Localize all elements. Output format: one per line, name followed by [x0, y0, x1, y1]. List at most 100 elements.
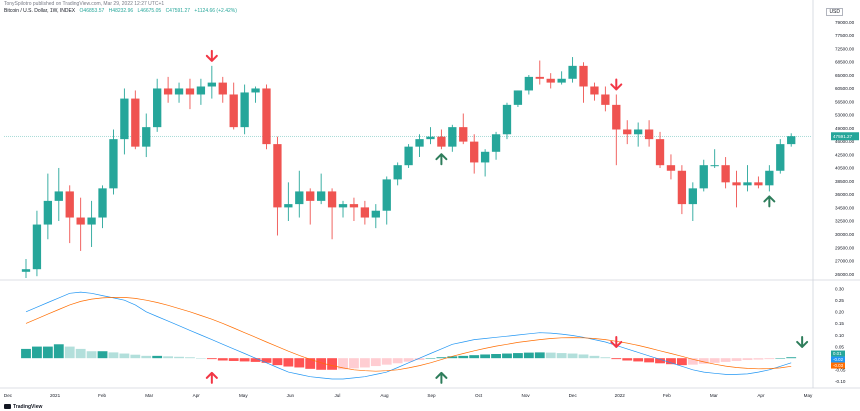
macd-tick-label: 0.15 — [835, 321, 844, 326]
macd-histogram-bar — [720, 358, 731, 362]
candle-body — [448, 127, 457, 147]
price-grid — [0, 0, 860, 389]
time-tick-label: Mar — [710, 393, 718, 398]
macd-histogram-bar — [283, 358, 294, 367]
candle-body — [470, 141, 479, 163]
ohlc-low: L46675.05 — [137, 8, 162, 14]
candle-body — [732, 182, 741, 186]
candle-body — [262, 88, 271, 145]
macd-tick-label: 0.10 — [835, 333, 844, 338]
macd-histogram-bar — [589, 355, 600, 359]
time-tick-label: 2022 — [615, 393, 626, 398]
candle-body — [644, 129, 654, 140]
macd-histogram-bar — [338, 358, 348, 370]
candle-body — [76, 217, 85, 225]
candle-body — [109, 139, 118, 189]
macd-tick-label: -0.05 — [835, 368, 846, 373]
macd-histogram-bar — [512, 353, 523, 359]
macd-histogram-bar — [709, 358, 720, 363]
macd-histogram-bar — [97, 351, 108, 359]
tradingview-logo-icon — [4, 404, 11, 409]
candle-body — [437, 136, 446, 147]
candle-body — [349, 204, 359, 208]
macd-histogram-bar — [250, 358, 261, 362]
macd-histogram-bar — [545, 352, 556, 359]
macd-histogram-bar — [141, 355, 152, 359]
candle-body — [382, 179, 391, 211]
candle-body — [590, 86, 599, 95]
price-tick-label: 46000.00 — [835, 139, 855, 144]
candle-body — [98, 188, 107, 218]
macd-tick-label: 0.05 — [835, 344, 844, 349]
candle-body — [546, 78, 555, 83]
down-arrow-icon — [610, 78, 623, 91]
macd-histogram-bar — [633, 358, 644, 362]
macd-histogram-bar — [53, 344, 64, 359]
price-tick-label: 29500.00 — [835, 245, 855, 250]
macd-histogram-bar — [130, 354, 141, 359]
candle-body — [579, 65, 588, 87]
candle-body — [743, 182, 752, 186]
macd-histogram-bar — [32, 346, 42, 359]
candle-body — [327, 191, 337, 208]
macd-histogram-bar — [578, 354, 589, 359]
price-tick-label: 72500.00 — [835, 46, 855, 51]
macd-tick-label: 0.20 — [835, 310, 844, 315]
candle-body — [710, 165, 719, 167]
up-arrow-icon — [435, 371, 448, 384]
price-tick-label: 77500.00 — [835, 33, 855, 38]
up-arrow-icon — [763, 195, 776, 208]
ohlc-close: C47591.27 — [165, 8, 191, 14]
candle-body — [415, 139, 424, 147]
candle-body — [524, 76, 534, 91]
macd-value-badge — [831, 356, 845, 363]
candle-body — [666, 165, 676, 171]
candle-body — [316, 191, 326, 201]
macd-histogram-bar — [786, 357, 797, 359]
macd-histogram-bar — [523, 352, 534, 359]
scale-currency-button[interactable]: USD — [826, 8, 843, 16]
candle-body — [142, 127, 151, 147]
price-tick-label: 38500.00 — [835, 179, 855, 184]
macd-histogram-bar — [600, 357, 611, 359]
time-tick-label: Oct — [475, 393, 483, 398]
down-arrow-icon-path — [610, 335, 623, 348]
time-tick-label: Dec — [4, 393, 13, 398]
tradingview-logo[interactable]: TradingView — [4, 403, 42, 410]
candle-body — [623, 129, 632, 135]
candle-body — [65, 191, 74, 218]
time-tick-label: Jun — [287, 393, 295, 398]
macd-histogram-bar — [687, 358, 698, 365]
down-arrow-icon-path — [205, 49, 218, 62]
time-tick-label: Apr — [757, 393, 765, 398]
macd-histogram-bar — [239, 358, 250, 362]
up-arrow-icon-path — [435, 153, 448, 166]
price-tick-label: 65000.00 — [835, 73, 855, 78]
candle-body — [754, 182, 763, 186]
macd-value-label: -0.02 — [833, 357, 844, 362]
macd-histogram-bar — [163, 356, 174, 359]
macd-histogram-bar — [698, 358, 709, 364]
price-tick-label: 27000.00 — [835, 259, 855, 264]
macd-histogram-bar — [502, 353, 512, 359]
symbol-name[interactable]: Bitcoin / U.S. Dollar, 1W, INDEX — [4, 8, 76, 14]
macd-histogram-bar — [86, 351, 97, 359]
time-tick-label: May — [239, 393, 248, 398]
macd-histogram-bar — [359, 358, 370, 368]
macd-histogram-bar — [414, 358, 425, 361]
macd-histogram-bar — [370, 358, 381, 367]
time-tick-label: Sep — [427, 393, 436, 398]
candle-body — [776, 144, 785, 171]
candle-body — [513, 90, 523, 105]
macd-tick-label: 0.30 — [835, 286, 844, 291]
macd-histogram-bar — [622, 358, 633, 361]
macd-histogram-bar — [436, 357, 447, 359]
up-arrow-icon — [205, 371, 218, 384]
candle-body — [699, 165, 708, 189]
macd-line — [25, 291, 792, 380]
time-axis: Dec 2021 Feb Mar Apr May Jun Jul Aug Sep Oct Nov Dec… — [4, 393, 813, 398]
up-arrow-icon-path — [435, 371, 448, 384]
macd-histogram-bar — [392, 358, 403, 364]
macd-histogram-bar — [491, 354, 501, 359]
